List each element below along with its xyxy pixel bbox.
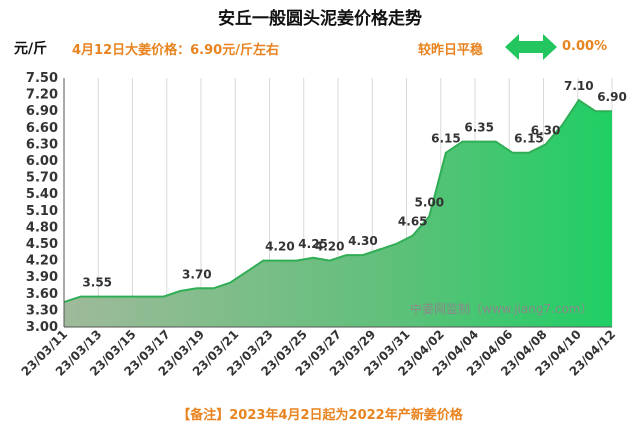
data-label: 4.65 bbox=[398, 215, 428, 229]
y-tick-label: 6.90 bbox=[26, 104, 58, 119]
data-label: 6.15 bbox=[431, 132, 461, 146]
y-tick-label: 7.20 bbox=[26, 88, 58, 103]
price-area bbox=[64, 100, 612, 327]
y-tick-label: 3.00 bbox=[26, 320, 58, 335]
compare-label: 较昨日平稳 bbox=[418, 43, 484, 58]
y-tick-label: 5.10 bbox=[26, 204, 58, 219]
data-label: 4.20 bbox=[315, 240, 345, 254]
y-tick-label: 5.40 bbox=[26, 187, 58, 202]
footnote: 【备注】2023年4月2日起为2022年产新姜价格 bbox=[177, 408, 463, 423]
y-tick-label: 4.80 bbox=[26, 220, 58, 235]
price-note: 4月12日大姜价格：6.90元/斤左右 bbox=[72, 43, 279, 58]
area-layer bbox=[63, 98, 612, 327]
label-layer: 3.553.704.20 4.254.20 4.304.655.006.156.35… bbox=[82, 79, 626, 289]
double-arrow-icon bbox=[505, 34, 557, 60]
data-label: 6.35 bbox=[464, 121, 494, 135]
y-tick-label: 6.60 bbox=[26, 121, 58, 136]
data-label: 3.70 bbox=[182, 267, 212, 281]
data-label: 6.90 bbox=[597, 90, 627, 104]
y-tick-label: 7.50 bbox=[26, 71, 58, 86]
y-tick-label: 5.70 bbox=[26, 171, 58, 186]
y-tick-label: 3.60 bbox=[26, 287, 58, 302]
y-tick-label: 3.30 bbox=[26, 303, 58, 318]
data-label: 7.10 bbox=[564, 79, 594, 93]
y-tick-label: 4.20 bbox=[26, 254, 58, 269]
data-label: 6.15 bbox=[514, 132, 544, 146]
unit-label: 元/斤 bbox=[14, 41, 48, 57]
data-label: 5.00 bbox=[415, 195, 445, 209]
watermark: 中姜网监制（www.jiang7.com） bbox=[410, 301, 592, 316]
data-label: 4.30 bbox=[348, 234, 378, 248]
y-tick-label: 6.00 bbox=[26, 154, 58, 169]
chart-title: 安丘一般圆头泥姜价格走势 bbox=[218, 9, 422, 29]
y-tick-label: 4.50 bbox=[26, 237, 58, 252]
data-label: 3.55 bbox=[82, 276, 112, 290]
price-line bbox=[63, 98, 612, 304]
compare-value: 0.00% bbox=[562, 39, 608, 54]
y-tick-label: 6.30 bbox=[26, 137, 58, 152]
data-label: 6.30 bbox=[531, 123, 561, 137]
data-label: 4.20 bbox=[265, 240, 295, 254]
y-tick-label: 3.90 bbox=[26, 270, 58, 285]
data-label: 4.25 bbox=[298, 237, 328, 251]
